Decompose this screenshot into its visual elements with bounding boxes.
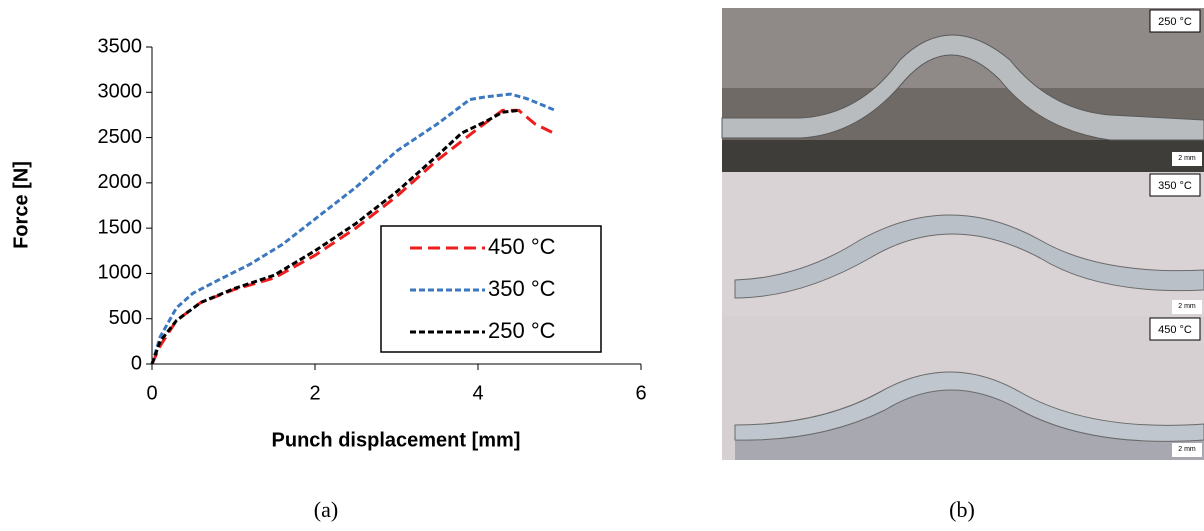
y-tick-label: 3500 [98,35,143,57]
y-tick-label: 2500 [98,126,143,148]
y-tick-label: 1500 [98,216,143,238]
legend-label: 250 °C [488,318,556,343]
photo-label: 250 °C [1158,16,1192,28]
x-tick-label: 2 [309,382,320,404]
legend-label: 450 °C [488,234,556,259]
scale-bar: 2 mm [1178,303,1196,310]
y-tick-label: 2000 [98,171,143,193]
x-tick-label: 0 [146,382,157,404]
caption: (a) [314,497,338,522]
data-line [150,108,519,365]
photo-label: 350 °C [1158,180,1192,192]
scale-bar: 2 mm [1178,155,1196,162]
y-tick-label: 500 [109,307,142,329]
photo-panel: 250 °C 350 °C 450 °C 2 mm 2 mm 2 mm [721,8,1204,460]
x-tick-label: 6 [635,382,646,404]
data-line [150,92,556,365]
x-axis-label: Punch displacement [mm] [272,429,521,451]
legend-label: 350 °C [488,276,556,301]
scale-bar: 2 mm [1178,446,1196,453]
y-tick-label: 3000 [98,81,143,103]
caption: (b) [949,497,975,522]
y-tick-label: 0 [131,352,142,374]
x-tick-label: 4 [472,382,483,404]
y-tick-label: 1000 [98,262,143,284]
photo-label: 450 °C [1158,324,1192,336]
y-axis-label: Force [N] [10,161,32,249]
